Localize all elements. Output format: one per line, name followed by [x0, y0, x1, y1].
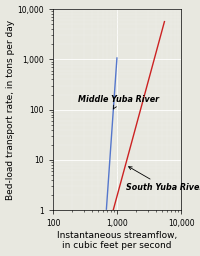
- X-axis label: Instantaneous streamflow,
in cubic feet per second: Instantaneous streamflow, in cubic feet …: [57, 231, 177, 250]
- Y-axis label: Bed-load transport rate, in tons per day: Bed-load transport rate, in tons per day: [6, 20, 15, 200]
- Text: South Yuba River: South Yuba River: [126, 167, 200, 192]
- Text: Middle Yuba River: Middle Yuba River: [78, 94, 160, 109]
